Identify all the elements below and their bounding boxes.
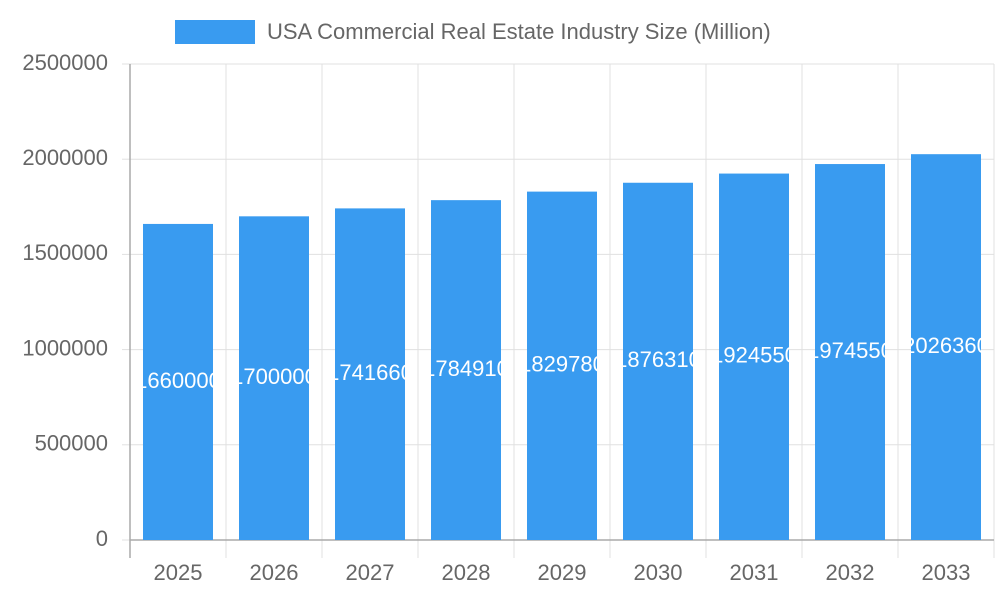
- data-label: 1876310: [615, 347, 701, 372]
- data-label: 1924550: [711, 343, 797, 368]
- data-label: 2026360: [903, 333, 989, 358]
- bar: [719, 173, 789, 540]
- x-tick-label: 2025: [154, 560, 203, 585]
- data-label: 1700000: [231, 364, 317, 389]
- data-label: 1741660: [327, 360, 413, 385]
- bar: [527, 191, 597, 540]
- bar: [623, 182, 693, 540]
- bar: [335, 208, 405, 540]
- bar: [431, 200, 501, 540]
- data-label: 1974550: [807, 338, 893, 363]
- y-tick-label: 1500000: [22, 240, 108, 265]
- x-tick-label: 2026: [250, 560, 299, 585]
- data-label: 1660000: [135, 368, 221, 393]
- bar: [239, 216, 309, 540]
- y-tick-label: 1000000: [22, 335, 108, 360]
- data-label: 1784910: [423, 356, 509, 381]
- y-tick-label: 0: [96, 526, 108, 551]
- x-tick-label: 2032: [826, 560, 875, 585]
- y-tick-label: 2500000: [22, 50, 108, 75]
- bar: [911, 154, 981, 540]
- x-tick-label: 2033: [922, 560, 971, 585]
- legend-swatch: [175, 20, 255, 44]
- bar: [143, 223, 213, 540]
- x-tick-label: 2029: [538, 560, 587, 585]
- x-tick-label: 2030: [634, 560, 683, 585]
- x-tick-label: 2031: [730, 560, 779, 585]
- x-tick-label: 2027: [346, 560, 395, 585]
- x-tick-label: 2028: [442, 560, 491, 585]
- data-label: 1829780: [519, 352, 605, 377]
- y-tick-label: 2000000: [22, 145, 108, 170]
- bar: [815, 164, 885, 540]
- y-tick-label: 500000: [35, 431, 108, 456]
- legend-label: USA Commercial Real Estate Industry Size…: [267, 19, 771, 44]
